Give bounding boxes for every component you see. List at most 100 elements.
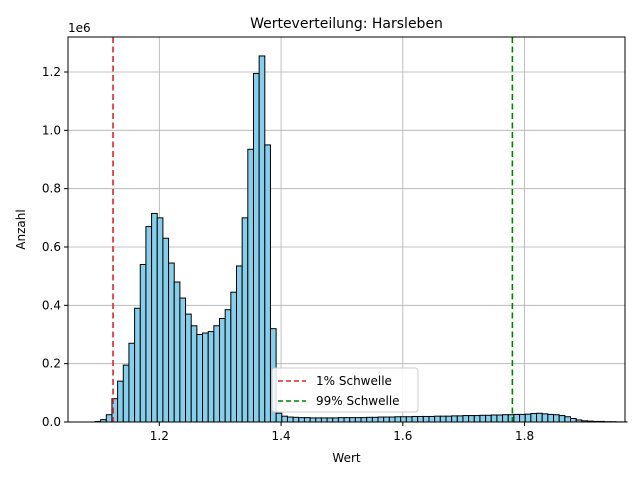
histogram-bar <box>536 412 543 423</box>
histogram-bar <box>439 415 447 423</box>
histogram-bar <box>490 414 498 423</box>
histogram-bar <box>247 148 254 423</box>
histogram-bar <box>377 416 385 423</box>
histogram-bar <box>519 413 526 423</box>
histogram-bar <box>162 237 170 423</box>
histogram-bar <box>224 309 232 423</box>
histogram-bars <box>94 55 628 423</box>
histogram-bar <box>541 413 549 423</box>
histogram-bar <box>326 417 334 423</box>
y-tick-label: 0.8 <box>42 182 61 196</box>
legend-box <box>271 367 419 413</box>
legend-entry-1pct: 1% Schwelle <box>316 374 392 388</box>
histogram-bar <box>173 281 181 423</box>
histogram-bar <box>320 417 328 423</box>
x-tick-label: 1.6 <box>393 429 412 443</box>
x-axis-ticks: 1.2 1.4 1.6 1.8 <box>150 422 534 443</box>
histogram-bar <box>151 212 158 423</box>
histogram-bar <box>179 297 187 423</box>
histogram-bar <box>241 217 249 423</box>
plot-frame <box>67 36 626 423</box>
histogram-bar <box>298 417 305 423</box>
histogram-bar <box>275 412 283 423</box>
histogram-bar <box>456 415 464 423</box>
y-axis-ticks: 0.0 0.2 0.4 0.6 0.8 1.0 1.2 <box>42 65 68 429</box>
histogram-bar <box>207 331 215 423</box>
y-tick-label: 1.2 <box>42 65 61 79</box>
histogram-bar <box>553 414 560 423</box>
histogram-bar <box>547 413 555 423</box>
y-tick-label: 1.0 <box>42 123 61 137</box>
histogram-bar <box>303 417 311 423</box>
histogram-bar <box>292 416 300 423</box>
histogram-bar <box>496 414 504 423</box>
histogram-bar <box>366 416 373 423</box>
histogram-bar <box>219 317 226 423</box>
histogram-bar <box>190 325 198 423</box>
histogram-bar <box>485 414 492 423</box>
histogram-bar <box>479 414 487 423</box>
histogram-bar <box>105 414 113 423</box>
histogram-bar <box>405 416 413 423</box>
histogram-bar <box>134 307 141 423</box>
histogram-bar <box>564 416 572 423</box>
y-axis-label: Anzahl <box>14 209 28 249</box>
histogram-bar <box>286 416 294 423</box>
histogram-bar <box>360 417 368 423</box>
histogram-bar <box>337 417 345 423</box>
histogram-bar <box>383 416 390 423</box>
x-tick-label: 1.4 <box>272 429 291 443</box>
histogram-bar <box>462 415 470 423</box>
y-tick-label: 0.0 <box>42 415 61 429</box>
histogram-bar <box>117 380 124 423</box>
histogram-bar <box>388 416 396 423</box>
histogram-bar <box>349 417 356 423</box>
histogram-bar <box>394 416 402 423</box>
histogram-bar <box>354 417 362 423</box>
histogram-bar <box>434 415 441 423</box>
histogram-bar <box>513 413 521 423</box>
histogram-bar <box>196 334 204 423</box>
histogram-bar <box>236 265 243 423</box>
histogram-bar <box>400 416 407 423</box>
histogram-bar <box>570 418 577 423</box>
histogram-bar <box>168 262 175 423</box>
y-tick-label: 0.2 <box>42 357 61 371</box>
histogram-bar <box>473 415 481 423</box>
x-tick-label: 1.8 <box>515 429 534 443</box>
histogram-bar <box>252 72 260 423</box>
chart-title: Werteverteilung: Harsleben <box>250 16 443 32</box>
legend-entry-99pct: 99% Schwelle <box>316 394 400 408</box>
x-axis-label: Wert <box>332 451 360 465</box>
histogram-bar <box>530 413 538 423</box>
histogram-bar <box>343 417 351 423</box>
histogram-bar <box>332 417 339 423</box>
histogram-bar <box>156 217 164 423</box>
threshold-lines <box>112 37 514 422</box>
histogram-bar <box>371 416 379 423</box>
histogram-bar <box>213 325 221 423</box>
histogram-bar <box>411 415 419 423</box>
histogram-bar <box>524 413 532 423</box>
histogram-bar <box>428 415 436 423</box>
histogram-bar <box>315 417 322 423</box>
histogram-bar <box>417 415 424 423</box>
x-tick-label: 1.2 <box>150 429 169 443</box>
y-tick-label: 0.4 <box>42 298 61 312</box>
histogram-bar <box>502 414 509 423</box>
histogram-bar <box>309 417 317 423</box>
histogram-bar <box>185 313 192 423</box>
histogram-bar <box>451 415 458 423</box>
histogram-bar <box>202 332 209 423</box>
histogram-bar <box>281 415 288 423</box>
legend: 1% Schwelle 99% Schwelle <box>271 367 419 413</box>
y-axis-offset-label: 1e6 <box>68 21 91 35</box>
histogram-bar <box>139 264 147 423</box>
histogram-bar <box>145 226 153 423</box>
histogram-bar <box>445 415 453 423</box>
histogram-bar <box>122 364 130 423</box>
histogram-bar <box>230 291 238 423</box>
histogram-bar <box>264 144 271 423</box>
y-tick-label: 0.6 <box>42 240 61 254</box>
